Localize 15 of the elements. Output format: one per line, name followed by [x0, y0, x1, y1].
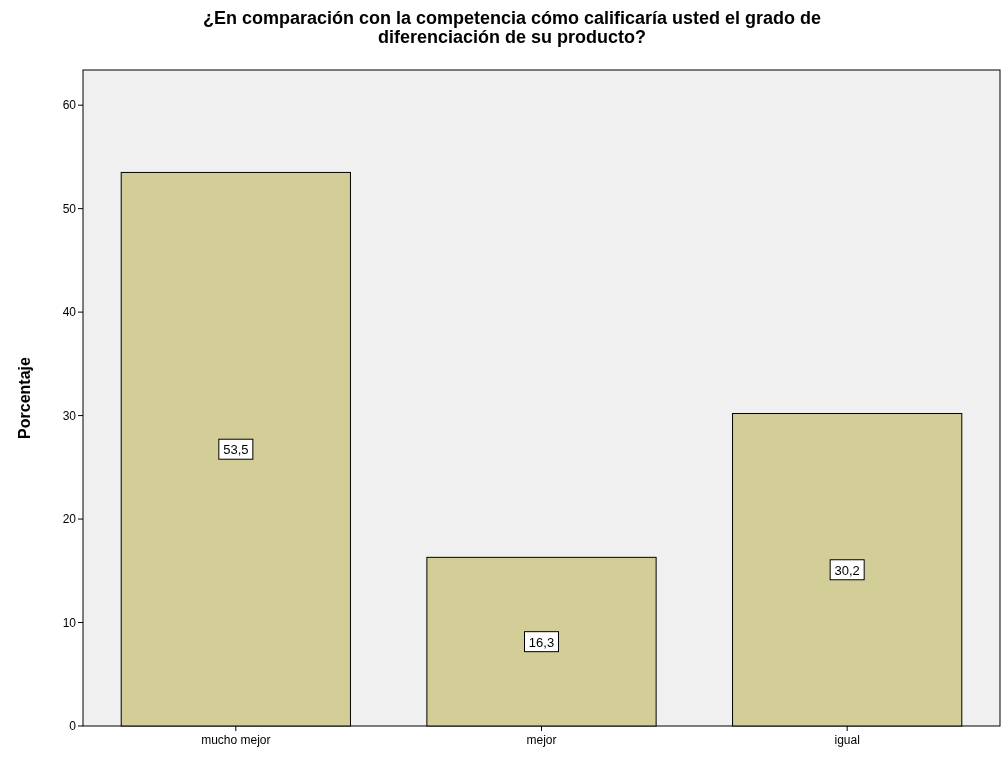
y-tick-label: 40 — [62, 305, 77, 320]
y-tick-label: 60 — [62, 98, 77, 113]
y-tick-label: 20 — [62, 512, 77, 527]
data-label: 53,5 — [223, 442, 249, 458]
y-tick-label: 10 — [62, 615, 77, 630]
y-tick-label: 30 — [62, 408, 77, 423]
y-tick-label: 50 — [62, 201, 77, 216]
x-tick-label: igual — [834, 733, 860, 747]
data-label: 16,3 — [528, 634, 555, 650]
data-label: 30,2 — [834, 562, 860, 578]
y-tick-label: 0 — [69, 719, 77, 733]
x-tick-label: mejor — [526, 733, 557, 747]
y-axis-title: Porcentaje — [16, 356, 33, 439]
chart-title: ¿En comparación con la competencia cómo calificaría usted el grado de diferenciación de su producto? — [202, 8, 822, 47]
x-tick-label: mucho mejor — [201, 733, 271, 747]
